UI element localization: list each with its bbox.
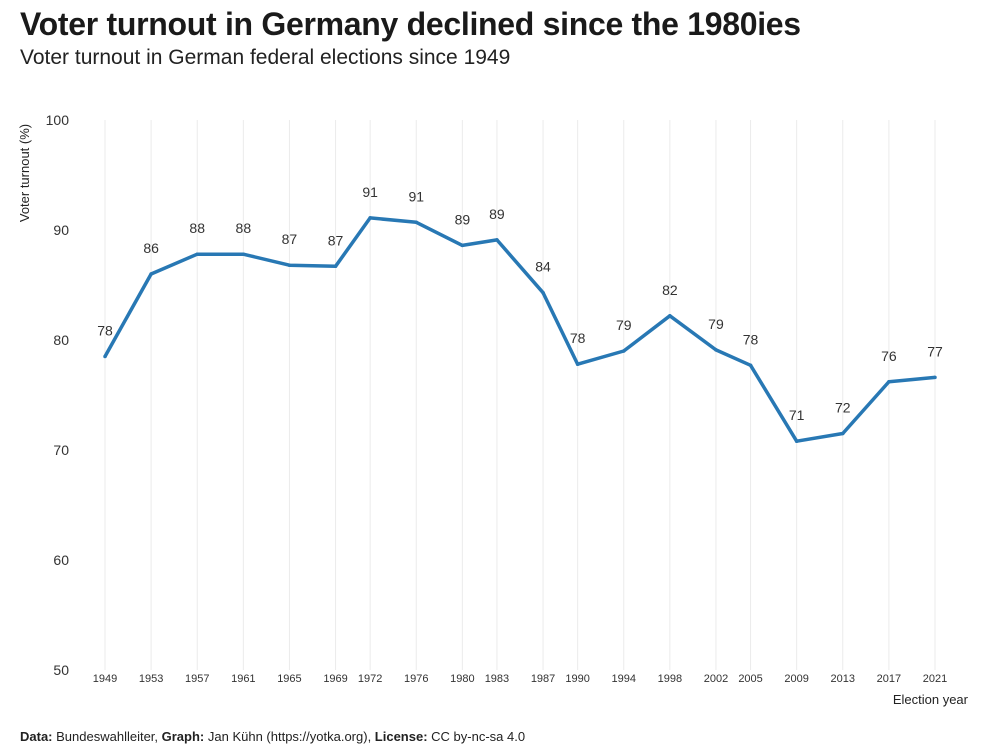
x-tick-1957: 1957 bbox=[185, 673, 209, 685]
x-tick-1949: 1949 bbox=[93, 673, 117, 685]
data-point-1961 bbox=[241, 252, 246, 256]
data-point-2017 bbox=[887, 380, 891, 384]
data-point-1976 bbox=[414, 220, 418, 225]
x-tick-2021: 2021 bbox=[923, 673, 947, 685]
y-axis-ticks: 50 60 70 80 90 100 bbox=[46, 112, 70, 678]
x-tick-1965: 1965 bbox=[277, 673, 301, 685]
data-point-2013 bbox=[841, 431, 845, 436]
x-tick-1976: 1976 bbox=[404, 673, 428, 685]
data-point-2021 bbox=[933, 375, 937, 380]
x-tick-2017: 2017 bbox=[877, 673, 901, 685]
x-axis-ticks: 1949 1953 1957 1961 1965 1969 1972 1976 1980 1983… bbox=[93, 673, 947, 685]
data-point-1990 bbox=[575, 362, 580, 366]
y-tick-90: 90 bbox=[53, 222, 69, 238]
y-tick-60: 60 bbox=[53, 552, 69, 568]
data-label-1949: 78 bbox=[97, 323, 113, 339]
x-tick-1972: 1972 bbox=[358, 673, 382, 685]
data-labels: 78 86 88 88 87 87 91 91 89 89 84 78 79 82 79 78 71 72 76 77 bbox=[97, 184, 943, 423]
caption-data-label: Data: bbox=[20, 729, 53, 744]
data-label-1961: 88 bbox=[236, 220, 252, 236]
data-point-1965 bbox=[287, 263, 292, 267]
caption: Data: Bundeswahlleiter, Graph: Jan Kühn … bbox=[20, 729, 525, 744]
x-tick-1990: 1990 bbox=[565, 673, 589, 685]
y-axis-label: Voter turnout (%) bbox=[17, 124, 32, 222]
grid-lines bbox=[104, 120, 936, 670]
caption-license: CC by-nc-sa 4.0 bbox=[427, 729, 526, 744]
data-point-1980 bbox=[460, 243, 465, 248]
data-label-1965: 87 bbox=[282, 231, 298, 247]
data-point-1983 bbox=[495, 238, 499, 242]
data-point-2002 bbox=[714, 348, 718, 352]
y-tick-50: 50 bbox=[53, 662, 69, 678]
data-label-1957: 88 bbox=[189, 220, 205, 236]
data-label-1953: 86 bbox=[143, 240, 159, 256]
data-label-2021: 77 bbox=[927, 343, 943, 359]
data-label-1972: 91 bbox=[362, 184, 378, 200]
data-point-1949 bbox=[103, 354, 107, 359]
data-label-1998: 82 bbox=[662, 282, 678, 298]
data-label-1990: 78 bbox=[570, 330, 586, 346]
x-tick-1953: 1953 bbox=[139, 673, 163, 685]
x-tick-1980: 1980 bbox=[450, 673, 474, 685]
data-point-1998 bbox=[668, 314, 672, 318]
data-point-1957 bbox=[195, 252, 199, 256]
data-point-2009 bbox=[794, 439, 799, 443]
chart-title: Voter turnout in Germany declined since … bbox=[20, 6, 801, 42]
data-point-1972 bbox=[368, 216, 372, 220]
data-label-1976: 91 bbox=[408, 188, 424, 204]
x-tick-1987: 1987 bbox=[531, 673, 555, 685]
data-label-2009: 71 bbox=[789, 407, 805, 423]
data-label-2005: 78 bbox=[743, 331, 759, 347]
data-label-1980: 89 bbox=[455, 211, 471, 227]
x-tick-2009: 2009 bbox=[784, 673, 808, 685]
data-points bbox=[103, 216, 937, 443]
caption-graph-label: Graph: bbox=[161, 729, 205, 744]
data-label-1969: 87 bbox=[328, 232, 344, 248]
data-label-2013: 72 bbox=[835, 400, 851, 416]
x-tick-1961: 1961 bbox=[231, 673, 255, 685]
data-point-1953 bbox=[149, 272, 153, 276]
y-tick-80: 80 bbox=[53, 332, 69, 348]
series-line-turnout bbox=[103, 216, 936, 443]
x-tick-1994: 1994 bbox=[612, 673, 636, 685]
x-tick-1969: 1969 bbox=[323, 673, 347, 685]
data-point-1994 bbox=[622, 349, 626, 353]
x-tick-1998: 1998 bbox=[658, 673, 682, 685]
caption-license-label: License: bbox=[374, 729, 428, 744]
data-point-2005 bbox=[748, 363, 753, 368]
x-tick-2002: 2002 bbox=[704, 673, 728, 685]
data-label-2002: 79 bbox=[708, 316, 724, 332]
y-tick-70: 70 bbox=[53, 442, 69, 458]
data-label-1987: 84 bbox=[535, 259, 551, 275]
data-point-1969 bbox=[333, 264, 338, 269]
caption-data-source: Bundeswahlleiter, bbox=[52, 729, 162, 744]
x-tick-1983: 1983 bbox=[485, 673, 509, 685]
data-label-2017: 76 bbox=[881, 348, 897, 364]
data-label-1983: 89 bbox=[489, 206, 505, 222]
x-tick-2013: 2013 bbox=[831, 673, 855, 685]
data-point-1987 bbox=[541, 290, 545, 295]
x-tick-2005: 2005 bbox=[738, 673, 762, 685]
data-label-1994: 79 bbox=[616, 317, 632, 333]
x-axis-label: Election year bbox=[893, 692, 969, 707]
caption-graph-author: Jan Kühn (https://yotka.org), bbox=[204, 729, 375, 744]
y-tick-100: 100 bbox=[46, 112, 70, 128]
chart-subtitle: Voter turnout in German federal election… bbox=[20, 46, 511, 69]
